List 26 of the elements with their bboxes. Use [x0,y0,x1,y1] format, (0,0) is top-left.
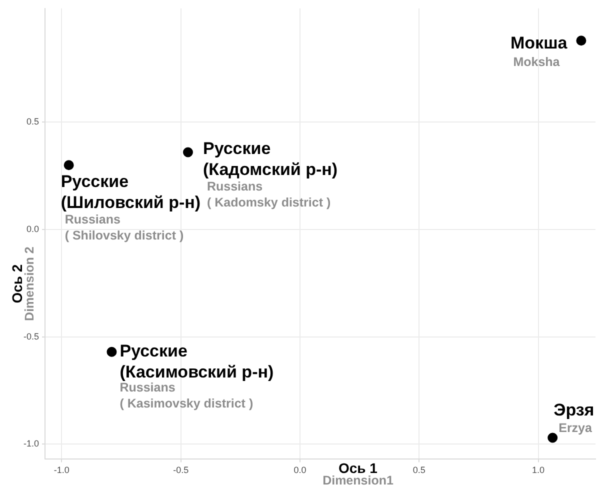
point [106,346,117,357]
point [576,36,586,46]
y-tick-label: 0.5 [26,116,39,127]
y-axis-title: Ось 2 Dimension 2 [8,246,36,321]
x-tick-label: 0.0 [294,465,306,476]
annotation: Русские (Шиловский р-н) [60,172,201,212]
annotation: Erzya [558,421,594,436]
point [182,147,193,158]
point [548,432,558,443]
x-tick-label: 0.5 [412,465,426,476]
annotation: Русские (Кадомский р-н) [202,138,338,179]
annotation: Эрзя [554,400,594,420]
annotation: Russians ( Kasimovsky district ) [120,380,254,410]
x-tick-label: -1.0 [54,465,70,476]
x-tick-label: -0.5 [173,465,189,476]
x-axis-title: Ось 1 Dimension1 [322,460,394,488]
annotation: Мокша [510,33,568,52]
annotation: Russians ( Shilovsky district ) [64,212,184,243]
y-tick-label: -1.0 [23,438,39,449]
annotation: Русские (Касимовский р-н) [120,342,274,382]
annotation: Moksha [513,55,561,70]
y-tick-label: 0.0 [26,224,39,234]
annotation: Russians ( Kadomsky district ) [206,180,331,210]
point [64,160,74,170]
x-tick-label: 1.0 [532,465,545,476]
y-tick-label: -0.5 [23,331,39,342]
